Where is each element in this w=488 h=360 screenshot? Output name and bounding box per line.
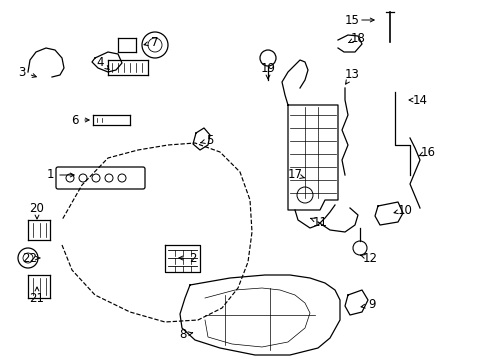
Text: 19: 19	[260, 62, 275, 75]
Text: 17: 17	[287, 168, 302, 181]
Text: 20: 20	[29, 202, 44, 215]
Text: 10: 10	[397, 203, 411, 216]
Text: 22: 22	[22, 252, 38, 265]
Text: 6: 6	[71, 113, 79, 126]
Text: 8: 8	[179, 328, 186, 342]
Text: 7: 7	[151, 36, 159, 49]
FancyBboxPatch shape	[56, 167, 145, 189]
Text: 9: 9	[367, 298, 375, 311]
Text: 2: 2	[189, 252, 196, 265]
Text: 21: 21	[29, 292, 44, 305]
Text: 12: 12	[362, 252, 377, 265]
Text: 4: 4	[96, 55, 103, 68]
Text: 1: 1	[46, 168, 54, 181]
Text: 16: 16	[420, 145, 435, 158]
Text: 13: 13	[344, 68, 359, 81]
Text: 15: 15	[344, 13, 359, 27]
Text: 18: 18	[350, 31, 365, 45]
Text: 11: 11	[312, 216, 327, 229]
Text: 3: 3	[18, 66, 26, 78]
Text: 5: 5	[206, 134, 213, 147]
Text: 14: 14	[412, 94, 427, 107]
